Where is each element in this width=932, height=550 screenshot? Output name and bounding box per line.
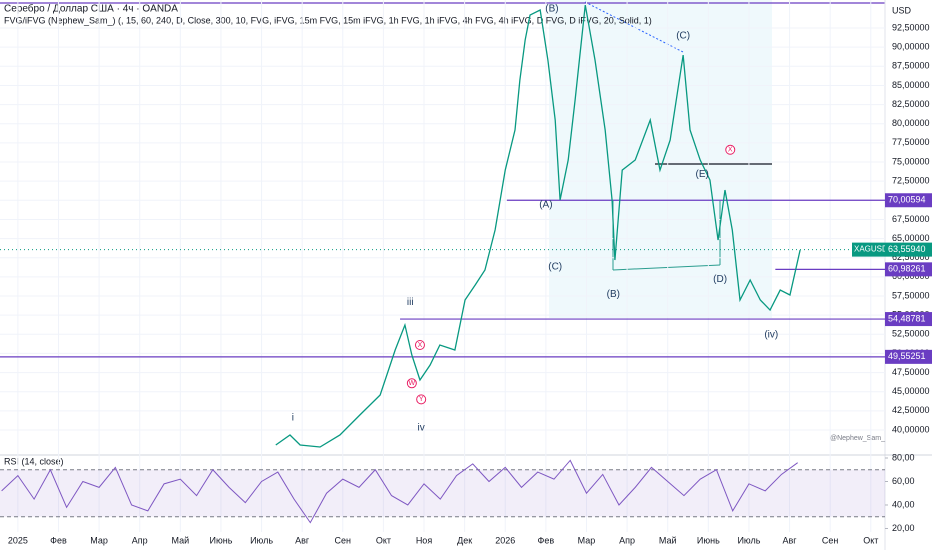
level-label-box [885, 193, 932, 208]
x-tick-label: Сен [822, 535, 839, 545]
last-price-label: 63,55940 [888, 244, 926, 254]
subtitle: FVG/iFVG (Nephew_Sam_) (, 15, 60, 240, D… [4, 15, 652, 25]
x-tick-label: 2026 [495, 535, 515, 545]
y-tick-label: 87,50000 [892, 61, 930, 71]
symbol-label: XAGUSD [854, 245, 888, 254]
y-tick-label: 40,00 [892, 499, 915, 509]
y-tick-label: 72,50000 [892, 176, 930, 186]
level-label-box [885, 349, 932, 364]
wave-label: X [418, 342, 423, 349]
watermark: @Nephew_Sam_ [830, 435, 885, 442]
x-tick-label: Ноя [416, 535, 433, 545]
y-tick-label: 40,00000 [892, 424, 930, 434]
y-tick-label: 85,00000 [892, 80, 930, 90]
wave-label: (E) [696, 169, 709, 180]
trend-line [612, 264, 721, 271]
x-tick-label: Дек [457, 535, 472, 545]
level-label-box [885, 262, 932, 277]
x-tick-label: Окт [863, 535, 878, 545]
wave-label: (C) [676, 31, 690, 42]
rsi-band [0, 469, 885, 517]
x-tick-label: Июнь [210, 535, 233, 545]
y-tick-label: 90,00000 [892, 42, 930, 52]
wave-circle [414, 340, 425, 351]
y-tick-label: 80,00 [892, 452, 915, 462]
chart-title: Серебро / Доллар США · 4ч · OANDA [4, 3, 178, 15]
level-label: 49,55251 [888, 351, 926, 361]
x-tick-label: Сен [335, 535, 352, 545]
series-line [1, 459, 798, 524]
wave-label: W [409, 380, 416, 387]
x-tick-label: Окт [376, 535, 391, 545]
level-label: 54,48781 [888, 313, 926, 323]
y-tick-label: 42,50000 [892, 405, 930, 415]
wave-circle [725, 144, 736, 155]
y-tick-label: 82,50000 [892, 99, 930, 109]
wave-label: (B) [545, 4, 558, 15]
x-tick-label: Апр [619, 535, 635, 545]
wave-circle [406, 378, 417, 389]
symbol-box [852, 242, 885, 257]
rsi-title: RSI (14, close) [4, 456, 64, 466]
x-tick-label: Май [172, 535, 190, 545]
wave-label: (B) [607, 289, 620, 300]
y-tick-label: 75,00000 [892, 156, 930, 166]
level-label: 60,98261 [888, 264, 926, 274]
x-tick-label: Мар [90, 535, 108, 545]
y-tick-label: 65,00000 [892, 233, 930, 243]
level-label-box [885, 312, 932, 327]
y-tick-label: 52,50000 [892, 329, 930, 339]
x-tick-label: Июнь [697, 535, 720, 545]
level-label: 70,00594 [888, 195, 926, 205]
x-tick-label: Мар [578, 535, 596, 545]
currency: USD [892, 5, 912, 15]
wave-label: X [728, 147, 733, 154]
x-tick-label: Май [659, 535, 677, 545]
wave-label: iv [418, 422, 425, 433]
wave-label: iii [407, 297, 414, 308]
wave-label: (iv) [764, 330, 778, 341]
x-tick-label: Авг [295, 535, 310, 545]
x-tick-label: Июль [250, 535, 273, 545]
y-tick-label: 60,00 [892, 476, 915, 486]
x-tick-label: Авг [783, 535, 798, 545]
series-line [275, 4, 801, 448]
y-tick-label: 57,50000 [892, 290, 930, 300]
y-tick-label: 47,50000 [892, 367, 930, 377]
y-tick-label: 62,50000 [892, 252, 930, 262]
y-tick-label: 45,00000 [892, 386, 930, 396]
x-tick-label: Фев [538, 535, 555, 545]
wave-label: i [292, 412, 294, 423]
wave-circle [416, 394, 427, 405]
wave-label: Y [419, 396, 424, 403]
y-tick-label: 67,50000 [892, 214, 930, 224]
range-box [549, 0, 772, 318]
y-tick-label: 92,50000 [892, 22, 930, 32]
y-tick-label: 77,50000 [892, 137, 930, 147]
x-tick-label: Июль [737, 535, 760, 545]
wave-label: (D) [713, 274, 727, 285]
wave-label: (C) [548, 262, 562, 273]
x-tick-label: Апр [132, 535, 148, 545]
y-tick-label: 80,00000 [892, 118, 930, 128]
y-tick-label: 20,00 [892, 523, 915, 533]
wave-label: (A) [539, 200, 552, 211]
x-tick-label: 2025 [8, 535, 28, 545]
x-tick-label: Фев [50, 535, 67, 545]
last-price-box [885, 242, 932, 257]
